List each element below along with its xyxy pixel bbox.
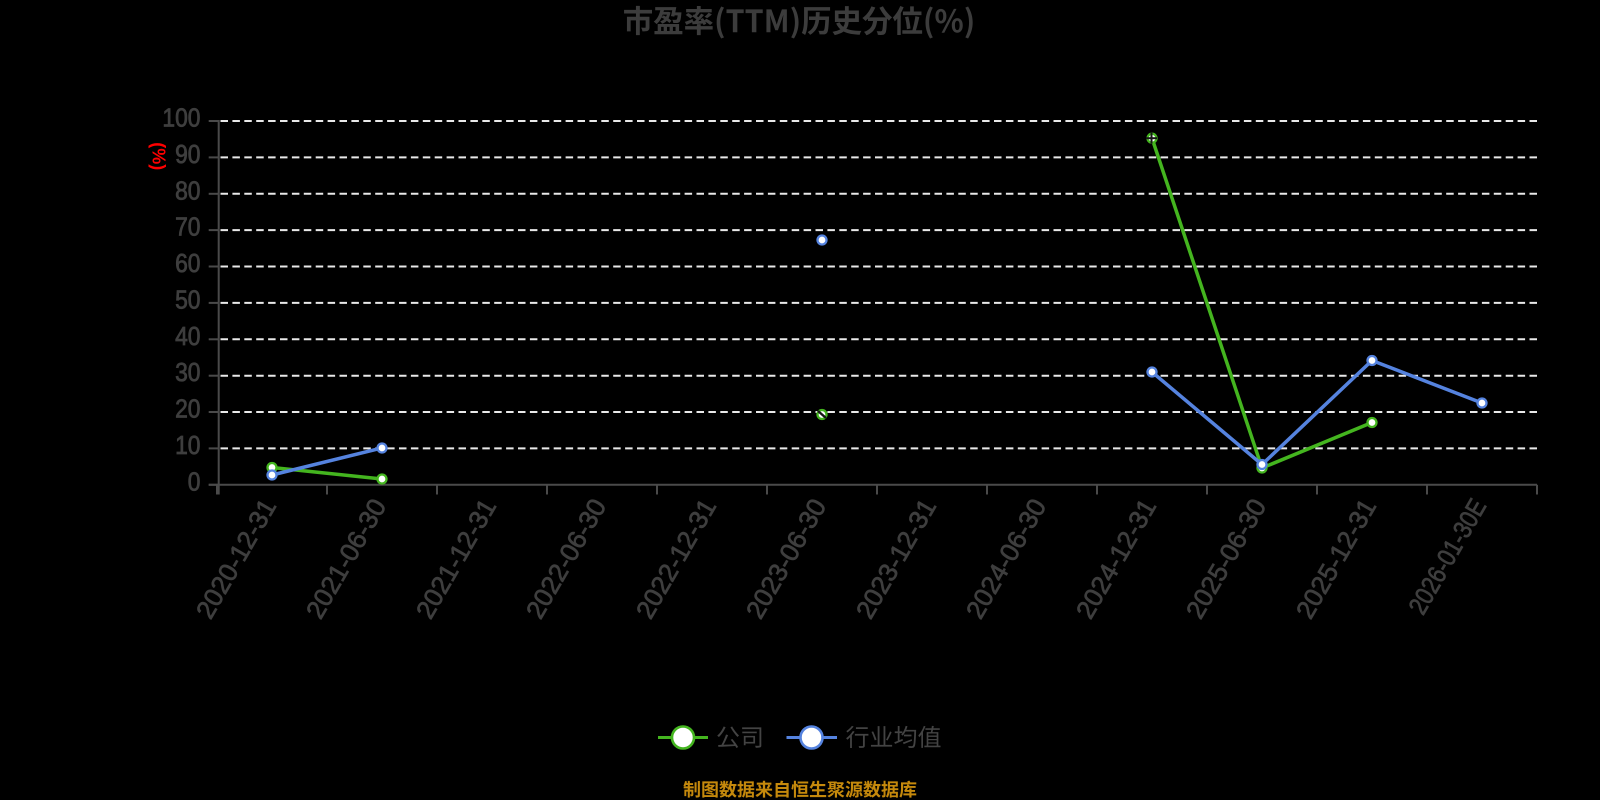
svg-text:0: 0	[188, 466, 201, 496]
svg-text:70: 70	[175, 212, 200, 242]
svg-text:10: 10	[175, 430, 200, 460]
svg-text:20: 20	[175, 394, 200, 424]
svg-text:80: 80	[175, 175, 200, 205]
svg-text:40: 40	[175, 321, 200, 351]
svg-text:100: 100	[162, 103, 200, 133]
svg-text:30: 30	[175, 357, 200, 387]
svg-text:(%): (%)	[148, 142, 168, 170]
svg-text:50: 50	[175, 284, 200, 314]
svg-text:60: 60	[175, 248, 200, 278]
svg-text:90: 90	[175, 139, 200, 169]
